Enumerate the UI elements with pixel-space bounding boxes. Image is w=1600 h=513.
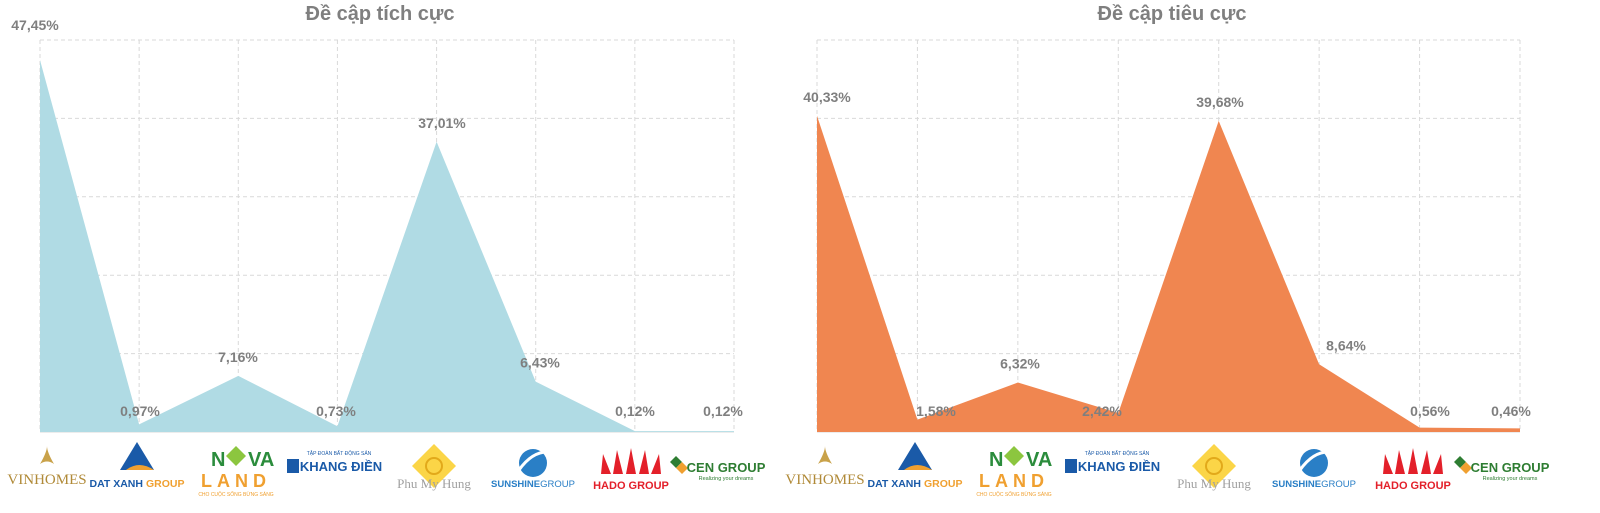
sunshine-swoosh-icon xyxy=(1298,450,1333,471)
logo-datxanh: DAT XANH GROUP xyxy=(868,442,963,490)
area-series xyxy=(40,60,734,432)
logo-text: HADO GROUP xyxy=(1375,480,1451,492)
datxanh-swoosh-icon xyxy=(126,465,154,470)
logo-phumyhung: Phu My Hung xyxy=(397,444,471,491)
logo-text: SUNSHINEGROUP xyxy=(1272,479,1356,490)
logo-text-land: LAND xyxy=(979,471,1049,491)
logo-novaland: N VA LAND CHO CUỘC SỐNG BỪNG SÁNG xyxy=(198,446,274,498)
chart-title: Đề cập tiêu cực xyxy=(1098,3,1247,25)
data-label: 0,56% xyxy=(1410,403,1450,419)
logo-text-land: LAND xyxy=(201,471,271,491)
logo-tagline: Realizing your dreams xyxy=(699,476,754,482)
logo-text: Phu My Hung xyxy=(1177,476,1251,491)
data-label: 0,12% xyxy=(703,403,743,419)
data-label: 0,12% xyxy=(615,403,655,419)
logo-text-nova-va: VA xyxy=(1026,449,1052,471)
data-label: 1,58% xyxy=(916,403,956,419)
data-label: 0,73% xyxy=(316,403,356,419)
logo-sunshine: SUNSHINEGROUP xyxy=(491,449,575,490)
logo-text-nova-va: VA xyxy=(248,449,274,471)
data-labels: 40,33% 1,58% 6,32% 2,42% 39,68% 8,64% 0,56% 0,4… xyxy=(803,89,1531,419)
logo-cen: CEN GROUP Realizing your dreams xyxy=(670,456,766,482)
logo-phumyhung: Phu My Hung xyxy=(1177,444,1251,491)
logo-text: VINHOMES xyxy=(7,472,86,488)
phumyhung-emblem-icon xyxy=(412,444,456,488)
datxanh-triangle-icon xyxy=(898,442,932,470)
data-labels: 47,45% 0,97% 7,16% 0,73% 37,01% 6,43% 0,12% 0,1… xyxy=(11,17,743,419)
logo-text-nova-n: N xyxy=(211,449,225,471)
chart-title: Đề cập tích cực xyxy=(306,3,455,25)
area-series xyxy=(817,115,1520,433)
phumyhung-swirl-icon xyxy=(1205,457,1223,475)
logo-text: SUNSHINEGROUP xyxy=(491,479,575,490)
phumyhung-swirl-icon xyxy=(425,457,443,475)
logo-vinhomes: VINHOMES xyxy=(7,446,87,488)
logo-tagline: TẬP ĐOÀN BẤT ĐỘNG SẢN xyxy=(307,450,372,457)
logo-text: KHANG ĐIỀN xyxy=(1078,459,1160,474)
data-label: 8,64% xyxy=(1326,337,1366,353)
logo-khangdien: TẬP ĐOÀN BẤT ĐỘNG SẢN KHANG ĐIỀN xyxy=(1065,450,1160,474)
chart-positive: Đề cập tích cực 47,45% 0,97% 7,16% 0,73% 37,… xyxy=(11,3,743,433)
khangdien-k-icon xyxy=(1065,459,1077,473)
data-label: 39,68% xyxy=(1196,94,1244,110)
novaland-diamond-icon xyxy=(226,446,246,466)
logo-tagline: TẬP ĐOÀN BẤT ĐỘNG SẢN xyxy=(1085,450,1150,457)
logo-text: Phu My Hung xyxy=(397,476,471,491)
sunshine-swoosh-icon xyxy=(517,450,552,471)
logo-text: DAT XANH GROUP xyxy=(90,478,185,490)
logo-datxanh: DAT XANH GROUP xyxy=(90,442,185,490)
datxanh-triangle-icon xyxy=(120,442,154,470)
cen-emblem-icon xyxy=(676,462,688,474)
logo-sunshine: SUNSHINEGROUP xyxy=(1272,449,1356,490)
logo-row-negative: VINHOMES DAT XANH GROUP N VA LAND CHO CUỘ… xyxy=(785,442,1550,498)
logo-tagline: CHO CUỘC SỐNG BỪNG SÁNG xyxy=(976,491,1051,498)
vinhomes-emblem-icon xyxy=(818,446,832,464)
data-label: 6,32% xyxy=(1000,356,1040,372)
data-label: 47,45% xyxy=(11,17,59,33)
logo-row-positive: VINHOMES DAT XANH GROUP N VA LAND CHO CUỘ… xyxy=(7,442,766,498)
logo-text-nova-n: N xyxy=(989,449,1003,471)
logo-text: KHANG ĐIỀN xyxy=(300,459,382,474)
datxanh-swoosh-icon xyxy=(904,465,932,470)
logo-text: DAT XANH GROUP xyxy=(868,478,963,490)
logo-text: VINHOMES xyxy=(785,472,864,488)
hado-fan-icon xyxy=(601,448,661,474)
data-label: 7,16% xyxy=(218,349,258,365)
logo-vinhomes: VINHOMES xyxy=(785,446,865,488)
logo-tagline: Realizing your dreams xyxy=(1483,476,1538,482)
sunshine-globe-icon xyxy=(1300,449,1328,477)
logo-tagline: CHO CUỘC SỐNG BỪNG SÁNG xyxy=(198,491,273,498)
data-label: 6,43% xyxy=(520,355,560,371)
logo-text: CEN GROUP xyxy=(687,460,766,475)
sunshine-globe-icon xyxy=(519,449,547,477)
data-label: 40,33% xyxy=(803,89,851,105)
logo-novaland: N VA LAND CHO CUỘC SỐNG BỪNG SÁNG xyxy=(976,446,1052,498)
hado-fan-icon xyxy=(1383,448,1443,474)
data-label: 2,42% xyxy=(1082,403,1122,419)
data-label: 0,97% xyxy=(120,403,160,419)
chart-negative: Đề cập tiêu cực 40,33% 1,58% 6,32% 2,42% 39,… xyxy=(803,3,1531,433)
novaland-diamond-icon xyxy=(1004,446,1024,466)
data-label: 0,46% xyxy=(1491,403,1531,419)
logo-text: CEN GROUP xyxy=(1471,460,1550,475)
logo-text: HADO GROUP xyxy=(593,480,669,492)
vinhomes-emblem-icon xyxy=(40,446,54,464)
logo-khangdien: TẬP ĐOÀN BẤT ĐỘNG SẢN KHANG ĐIỀN xyxy=(287,450,382,474)
cen-emblem-icon xyxy=(1460,462,1472,474)
logo-hado: HADO GROUP xyxy=(593,448,669,492)
logo-cen: CEN GROUP Realizing your dreams xyxy=(1454,456,1550,482)
data-label: 37,01% xyxy=(418,115,466,131)
phumyhung-emblem-icon xyxy=(1192,444,1236,488)
khangdien-k-icon xyxy=(287,459,299,473)
logo-hado: HADO GROUP xyxy=(1375,448,1451,492)
